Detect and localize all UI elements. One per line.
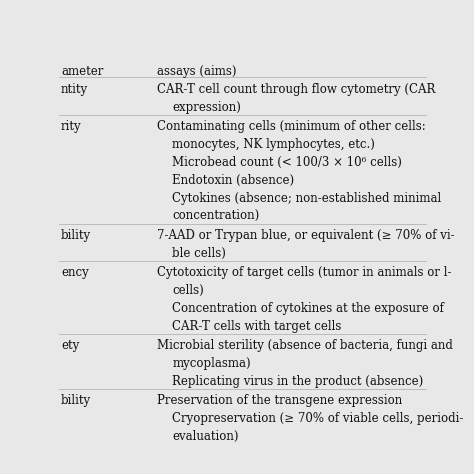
Text: ntity: ntity — [61, 83, 88, 96]
Text: ameter: ameter — [61, 65, 103, 78]
Text: bility: bility — [61, 229, 91, 242]
Text: CAR-T cell count through flow cytometry (CAR: CAR-T cell count through flow cytometry … — [156, 83, 435, 96]
Text: Cytokines (absence; non-established minimal: Cytokines (absence; non-established mini… — [173, 191, 442, 205]
Text: ency: ency — [61, 266, 89, 279]
Text: Concentration of cytokines at the exposure of: Concentration of cytokines at the exposu… — [173, 302, 444, 315]
Text: mycoplasma): mycoplasma) — [173, 357, 251, 370]
Text: monocytes, NK lymphocytes, etc.): monocytes, NK lymphocytes, etc.) — [173, 138, 375, 151]
Text: assays (aims): assays (aims) — [156, 65, 236, 78]
Text: ble cells): ble cells) — [173, 246, 226, 260]
Text: 7-AAD or Trypan blue, or equivalent (≥ 70% of vi-: 7-AAD or Trypan blue, or equivalent (≥ 7… — [156, 229, 454, 242]
Text: evaluation): evaluation) — [173, 430, 239, 443]
Text: bility: bility — [61, 394, 91, 407]
Text: ety: ety — [61, 339, 79, 352]
Text: Cytotoxicity of target cells (tumor in animals or l-: Cytotoxicity of target cells (tumor in a… — [156, 266, 451, 279]
Text: concentration): concentration) — [173, 210, 260, 222]
Text: Preservation of the transgene expression: Preservation of the transgene expression — [156, 394, 402, 407]
Text: Endotoxin (absence): Endotoxin (absence) — [173, 173, 294, 187]
Text: rity: rity — [61, 120, 82, 133]
Text: CAR-T cells with target cells: CAR-T cells with target cells — [173, 319, 342, 333]
Text: Microbial sterility (absence of bacteria, fungi and: Microbial sterility (absence of bacteria… — [156, 339, 453, 352]
Text: Cryopreservation (≥ 70% of viable cells, periodi-: Cryopreservation (≥ 70% of viable cells,… — [173, 412, 464, 425]
Text: expression): expression) — [173, 100, 241, 114]
Text: Contaminating cells (minimum of other cells:: Contaminating cells (minimum of other ce… — [156, 120, 425, 133]
Text: Replicating virus in the product (absence): Replicating virus in the product (absenc… — [173, 375, 424, 388]
Text: Microbead count (< 100/3 × 10⁶ cells): Microbead count (< 100/3 × 10⁶ cells) — [173, 156, 402, 169]
Text: cells): cells) — [173, 284, 204, 297]
